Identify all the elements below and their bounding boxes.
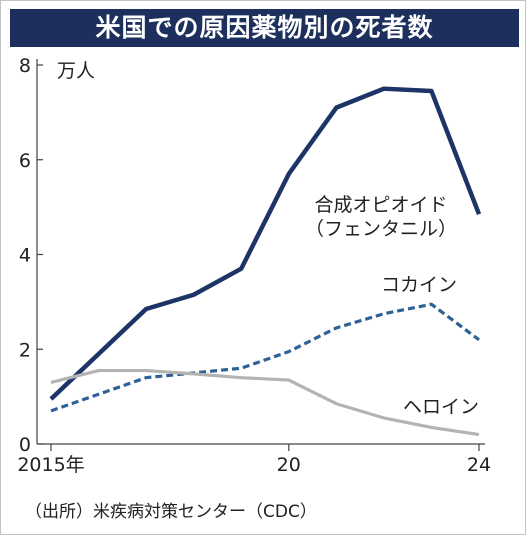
series-label-3: ヘロイン <box>403 396 479 418</box>
y-tick-label: 8 <box>19 55 31 77</box>
source-note: （出所）米疾病対策センター（CDC） <box>25 502 317 522</box>
series-label-1: 合成オピオイド <box>314 194 447 216</box>
series-line-3 <box>50 368 480 437</box>
chart-title: 米国での原因薬物別の死者数 <box>10 9 519 47</box>
y-tick-label: 2 <box>19 339 31 361</box>
y-tick-label: 4 <box>19 245 31 267</box>
series-line-2 <box>50 302 480 413</box>
series-line-1 <box>49 86 482 401</box>
y-tick-label: 6 <box>19 150 31 172</box>
x-tick-label: 24 <box>467 454 491 476</box>
x-tick-label: 20 <box>277 454 301 476</box>
x-tick-label: 2015年 <box>17 454 84 476</box>
series-label-2: コカイン <box>381 274 457 296</box>
y-tick-label: 0 <box>19 434 31 456</box>
series-label-1: （フェンタニル） <box>305 218 457 240</box>
y-axis-unit-label: 万人 <box>57 60 95 82</box>
